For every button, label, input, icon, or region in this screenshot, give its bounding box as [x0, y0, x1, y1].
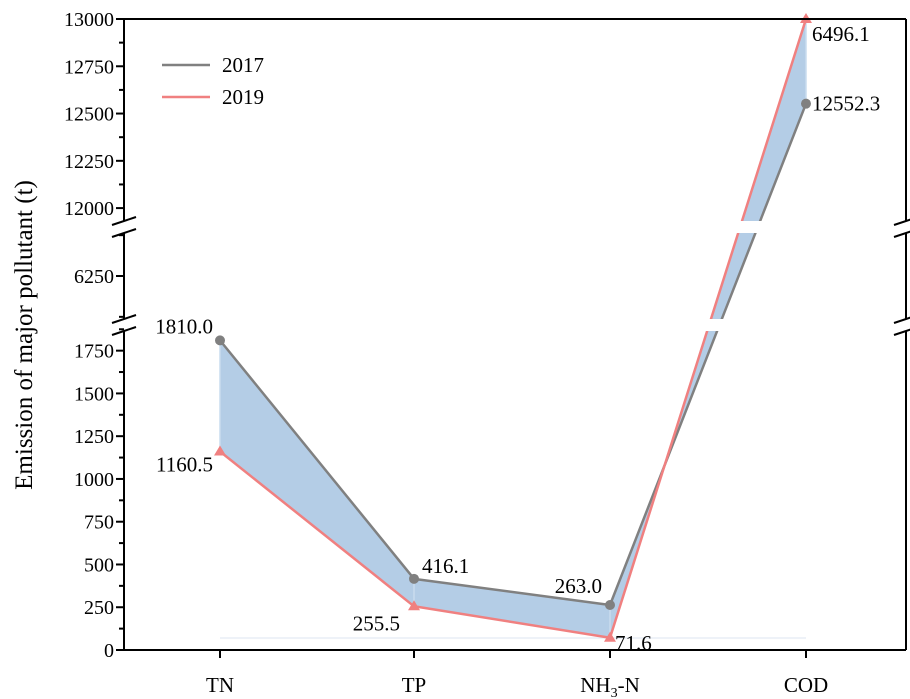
x-tick-label-TP: TP [402, 673, 427, 697]
legend: 2017 2019 [162, 53, 264, 109]
y-tick-label: 12250 [64, 151, 114, 173]
axis-break-gap-upper [125, 221, 905, 233]
marker-2019-NH3-N [604, 631, 616, 642]
break-mark-1-0-a [111, 314, 137, 324]
axis-break-gaps [125, 221, 905, 331]
y-tick-label: 12500 [64, 104, 114, 126]
y-tick-label: 250 [84, 597, 114, 619]
marker-2017-TP [409, 573, 419, 584]
break-mark-1-1-a [893, 316, 910, 324]
y-tick-label: 750 [84, 512, 114, 534]
legend-label-2019: 2019 [222, 85, 264, 109]
axes: 0 250 500 750 1000 1250 1500 1750 6250 12000 12250… [64, 9, 910, 699]
y-tick-label: 0 [104, 640, 114, 662]
break-mark-0-0-a [111, 216, 137, 226]
data-labels: 1810.0 416.1 263.0 12552.3 1160.5 255.5 71.6 64… [155, 22, 880, 655]
data-label-2017-TN: 1810.0 [155, 314, 213, 338]
data-label-2019-COD: 6496.1 [812, 22, 870, 46]
y-tick-label: 1250 [74, 426, 114, 448]
y-tick-label: 12750 [64, 56, 114, 78]
break-mark-1-0-b [111, 326, 137, 336]
y-tick-label: 6250 [74, 266, 114, 288]
marker-2019-TN [214, 445, 226, 456]
data-label-2017-TP: 416.1 [422, 554, 469, 578]
data-label-2019-NH3-N: 71.6 [615, 631, 652, 655]
x-tick-label-COD: COD [784, 673, 828, 697]
axis-break-gap-lower [125, 319, 905, 331]
y-axis-title: Emission of major pollutant (t) [11, 180, 38, 490]
y-tick-label: 13000 [64, 9, 114, 31]
y-tick-label: 1500 [74, 383, 114, 405]
y-tick-label: 1000 [74, 469, 114, 491]
break-mark-0-1-b [893, 230, 910, 238]
marker-2017-NH3-N [605, 600, 615, 611]
data-label-2017-NH3-N: 263.0 [555, 574, 602, 598]
break-mark-0-0-b [111, 228, 137, 238]
series-line-2017 [219, 103, 808, 607]
series-markers [214, 13, 812, 642]
x-tick-label-TN: TN [206, 673, 234, 697]
data-label-2017-COD: 12552.3 [812, 92, 880, 116]
break-mark-1-1-b [893, 328, 910, 336]
marker-2017-TN [215, 335, 225, 346]
y-tick-label: 1750 [74, 341, 114, 363]
break-mark-0-1-a [893, 218, 910, 226]
marker-2019-TP [408, 600, 420, 611]
x-tick-label-NH3-N: NH3-N [580, 673, 640, 699]
y-tick-label: 12000 [64, 198, 114, 220]
data-label-2019-TN: 1160.5 [156, 452, 213, 476]
data-label-2019-TP: 255.5 [353, 611, 400, 635]
legend-label-2017: 2017 [222, 53, 264, 77]
y-tick-label: 500 [84, 554, 114, 576]
marker-2017-COD [801, 98, 811, 109]
